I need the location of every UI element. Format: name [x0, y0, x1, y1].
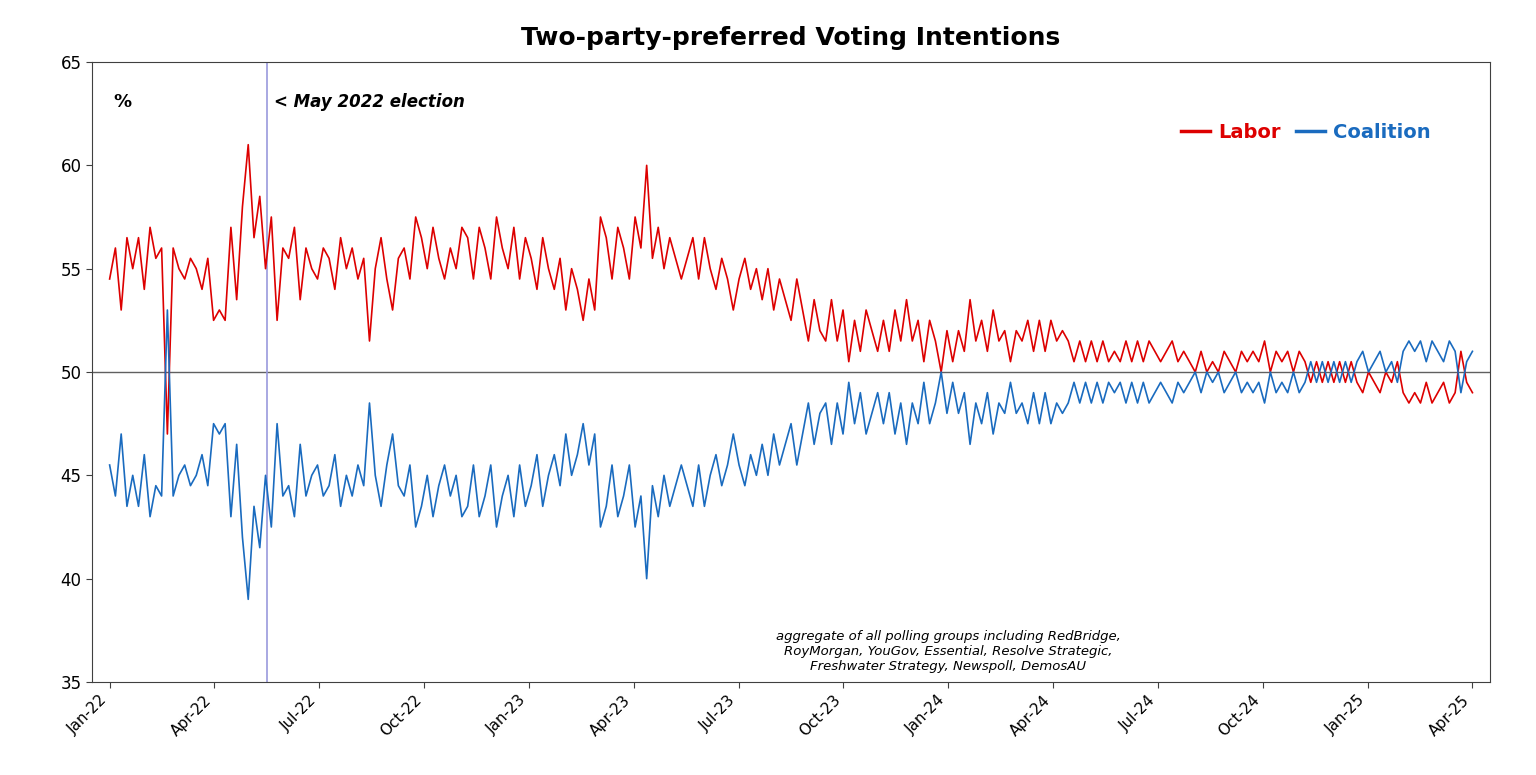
Legend: Labor, Coalition: Labor, Coalition [1174, 115, 1438, 150]
Text: < May 2022 election: < May 2022 election [273, 93, 465, 111]
Text: %: % [114, 93, 131, 111]
Title: Two-party-preferred Voting Intentions: Two-party-preferred Voting Intentions [521, 26, 1061, 50]
Text: aggregate of all polling groups including RedBridge,
RoyMorgan, YouGov, Essentia: aggregate of all polling groups includin… [776, 630, 1121, 673]
